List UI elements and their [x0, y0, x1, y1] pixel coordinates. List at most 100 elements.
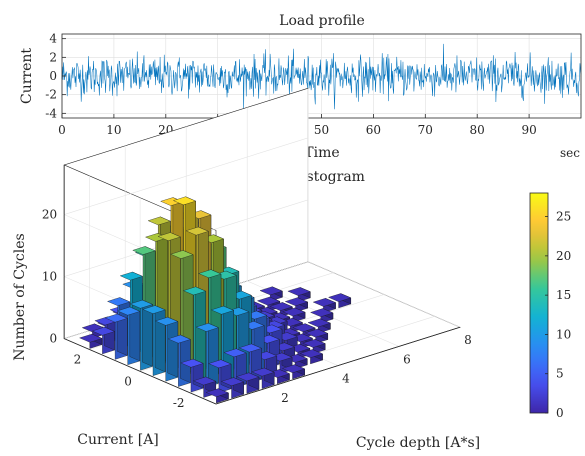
rainflow-bar-top [259, 286, 283, 296]
rainflow-bar-top [117, 306, 141, 316]
load-profile-xtick-label: 10 [106, 123, 121, 137]
load-profile-xtick-label: 0 [58, 123, 66, 137]
rainflow-bar [91, 326, 116, 355]
rainflow-bar [104, 313, 128, 360]
rainflow-bar [79, 333, 103, 349]
rainflow-bar-top [106, 297, 131, 306]
rainflow-bar-top [192, 376, 217, 386]
rainflow-bar-top [312, 298, 337, 307]
rainflow-gridline-x [307, 88, 461, 328]
rainflow-bar [220, 377, 245, 399]
rainflow-bar [304, 328, 329, 344]
rainflow-bar-top [327, 293, 352, 302]
load-profile-xlabel: Time [304, 145, 339, 161]
rainflow-bar [281, 364, 306, 380]
rainflow-bar-top [208, 359, 232, 369]
rainflow-bar-top [195, 323, 219, 332]
rainflow-xtick-label: 6 [403, 352, 411, 366]
load-profile-xtick-label: 60 [366, 123, 381, 137]
rainflow-xtick-label: 4 [342, 372, 350, 386]
rainflow-xtick-label: 2 [281, 391, 289, 405]
rainflow-bar-top [198, 269, 222, 278]
rainflow-bar-face [154, 305, 166, 373]
colorbar-tick-label: 25 [556, 210, 571, 224]
colorbar-tick-label: 20 [556, 249, 571, 263]
rainflow-xtick-label: 8 [464, 333, 472, 347]
rainflow-bar-top [205, 388, 230, 397]
rainflow-ylabel: Current [A] [77, 432, 159, 448]
rainflow-bar-top [180, 358, 204, 368]
rainflow-bar-top [157, 232, 182, 241]
rainflow-bar-top [256, 296, 281, 306]
load-profile-xtick-label: 80 [470, 123, 485, 137]
rainflow-bar-top [304, 328, 329, 338]
rainflow-bar-top [310, 308, 334, 317]
colorbar-tick-label: 5 [556, 367, 564, 381]
rainflow-bar-top [147, 216, 171, 226]
rainflow-bar [154, 316, 179, 382]
colorbar: 0 5 10 15 20 25 [529, 192, 571, 420]
rainflow-bar-top [269, 302, 293, 311]
rainflow-bar [205, 388, 230, 404]
load-profile-ytick-label: 2 [49, 50, 57, 64]
rainflow-bar-top [104, 313, 128, 323]
rainflow-bar-face [167, 316, 179, 378]
rainflow-bar-face [208, 323, 219, 384]
rainflow-bar-top [129, 299, 154, 309]
rainflow-bar-top [182, 286, 207, 296]
rainflow-bar-top [154, 317, 179, 326]
rainflow-ztick-label: 0 [50, 332, 58, 346]
load-profile-xtick-label: 90 [521, 123, 536, 137]
rainflow-bar [117, 306, 141, 366]
rainflow-x-axis-line [215, 326, 461, 405]
rainflow-bar-top [292, 323, 316, 332]
rainflow-ztick-label: 10 [42, 270, 57, 284]
rainflow-bar-top [284, 297, 309, 306]
rainflow-gridline-x [246, 107, 400, 347]
rainflow-ytick-label: -2 [173, 396, 185, 410]
load-profile-ylabel: Current [19, 48, 35, 104]
load-profile-ytick-label: 4 [49, 32, 57, 46]
load-profile-ytick-label: 0 [49, 69, 57, 83]
load-profile-ytick-label: -4 [45, 106, 57, 120]
rainflow-bar-top [238, 343, 263, 353]
load-profile-title: Load profile [279, 13, 365, 29]
rainflow-bar-top [220, 377, 245, 386]
rainflow-bar-top [79, 333, 103, 343]
rainflow-axes: Rainflow Matrix Histogram 246820-201020 … [12, 87, 480, 451]
rainflow-bar-top [210, 305, 235, 315]
load-profile-axes: Load profile 0102030405060708090-4-2024 … [19, 13, 582, 161]
rainflow-bar-top [170, 250, 194, 259]
rainflow-bars [79, 196, 352, 404]
rainflow-bar-top [119, 271, 144, 281]
load-profile-xtick-label: 50 [314, 123, 329, 137]
rainflow-bar [129, 299, 154, 371]
rainflow-bar-top [185, 226, 209, 236]
rainflow-xlabel: Cycle depth [A*s] [356, 435, 480, 451]
rainflow-bar-top [167, 334, 192, 344]
rainflow-bar-top [236, 372, 260, 382]
rainflow-bar-top [299, 349, 324, 358]
rainflow-bar [299, 349, 324, 365]
rainflow-bar-top [91, 326, 116, 336]
rainflow-y-axis-line [64, 338, 217, 405]
rainflow-bar-top [142, 305, 166, 314]
rainflow-bar-top [282, 307, 306, 317]
load-profile-xtick-label: 70 [418, 123, 433, 137]
rainflow-ytick-label: 2 [74, 353, 82, 367]
rainflow-bar-top [172, 196, 197, 206]
colorbar-tick-label: 10 [556, 327, 571, 341]
load-profile-series [61, 43, 582, 111]
rainflow-bar-top [287, 287, 311, 296]
rainflow-bar [251, 367, 275, 389]
rainflow-ytick-label: 0 [124, 374, 132, 388]
rainflow-bar [327, 293, 352, 309]
rainflow-ztick-label: 20 [42, 208, 57, 222]
rainflow-bar-top [307, 318, 331, 328]
rainflow-bar [236, 372, 260, 394]
colorbar-tick-label: 15 [556, 288, 571, 302]
colorbar-tick-label: 0 [556, 406, 564, 420]
